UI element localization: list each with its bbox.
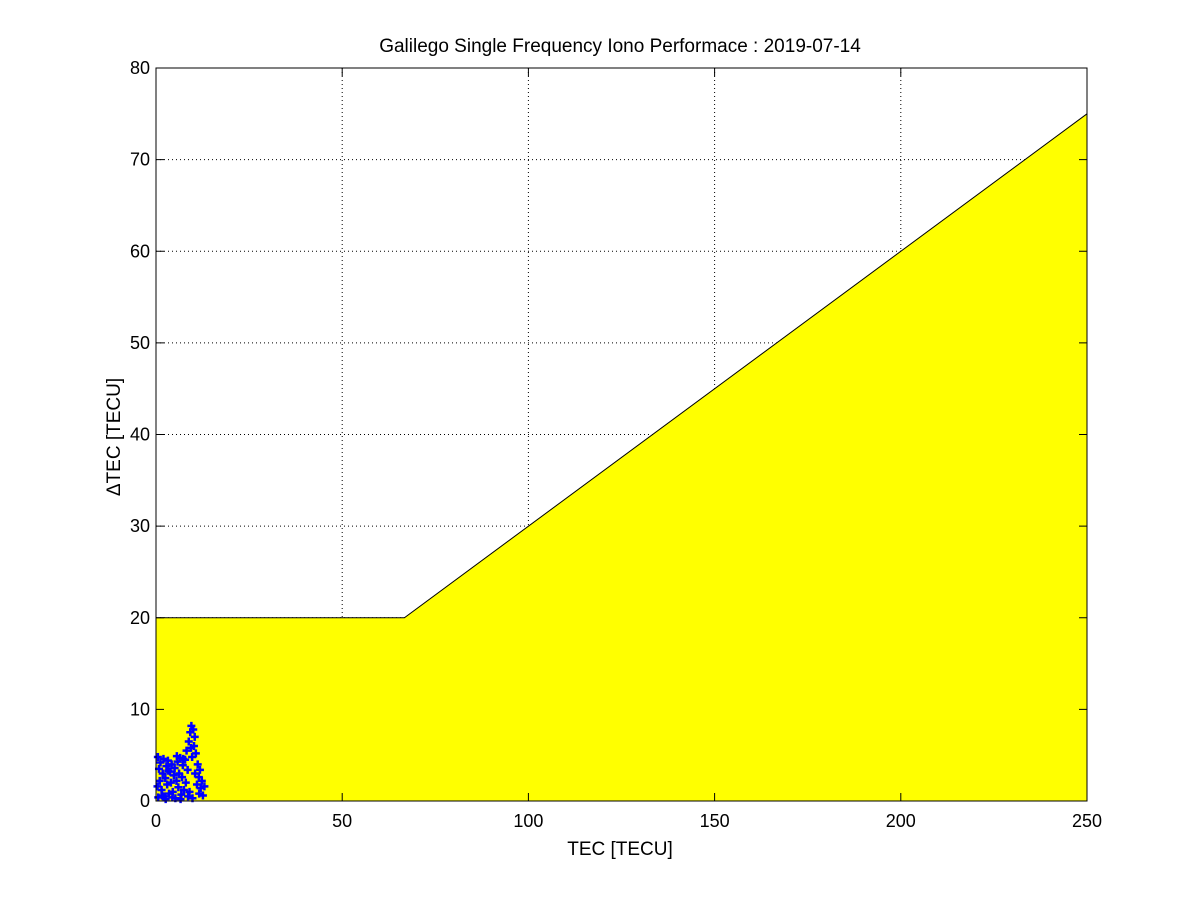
scatter-point [164, 766, 173, 775]
x-tick-label: 250 [1072, 811, 1102, 831]
y-tick-label: 80 [130, 58, 150, 78]
threshold-region [156, 113, 1087, 801]
y-tick-label: 20 [130, 608, 150, 628]
scatter-point [189, 725, 198, 734]
scatter-point [174, 783, 183, 792]
scatter-point [190, 732, 199, 741]
x-tick-label: 0 [151, 811, 161, 831]
y-tick-label: 50 [130, 333, 150, 353]
scatter-point [172, 752, 181, 761]
scatter-point [162, 762, 171, 771]
x-axis-label: TEC [TECU] [567, 839, 673, 860]
y-tick-label: 30 [130, 516, 150, 536]
y-tick-label: 40 [130, 425, 150, 445]
x-tick-label: 100 [513, 811, 543, 831]
chart-title: Galilego Single Frequency Iono Performac… [379, 36, 861, 57]
y-axis-label: ΔTEC [TECU] [104, 378, 125, 496]
y-tick-label: 0 [140, 791, 150, 811]
scatter-point [182, 746, 191, 755]
scatter-point [187, 743, 196, 752]
scatter-point [200, 782, 209, 791]
scatter-point [161, 774, 170, 783]
plot-area [153, 67, 1088, 804]
scatter-point [169, 771, 178, 780]
scatter-point [166, 778, 175, 787]
scatter-point [183, 765, 192, 774]
scatter-point [155, 776, 164, 785]
scatter-point [191, 749, 200, 758]
x-tick-label: 150 [700, 811, 730, 831]
scatter-point [195, 765, 204, 774]
scatter-point [197, 776, 206, 785]
y-tick-label: 70 [130, 150, 150, 170]
threshold-edge-line [156, 113, 1088, 619]
y-tick-label: 10 [130, 699, 150, 719]
scatter-point [168, 793, 177, 802]
scatter-point [176, 795, 185, 804]
scatter-point [153, 753, 162, 762]
scatter-point [195, 789, 204, 798]
x-tick-label: 50 [332, 811, 352, 831]
tick-labels: 0 50 100 150 200 250 0 10 20 30 40 50 60 70 80 [130, 58, 1102, 831]
y-tick-label: 60 [130, 241, 150, 261]
scatter-point [181, 778, 190, 787]
scatter-point [184, 792, 193, 801]
scatter-point [170, 764, 179, 773]
scatter-point [159, 754, 168, 763]
scatter-point [179, 754, 188, 763]
scatter-point [158, 769, 167, 778]
x-tick-label: 200 [886, 811, 916, 831]
scatter-point [184, 737, 193, 746]
scatter-point [193, 760, 202, 769]
scatter-point [153, 782, 162, 791]
scatter-point [172, 776, 181, 785]
scatter-point [185, 787, 194, 796]
scatter-point [179, 786, 188, 795]
scatter-point [178, 773, 187, 782]
